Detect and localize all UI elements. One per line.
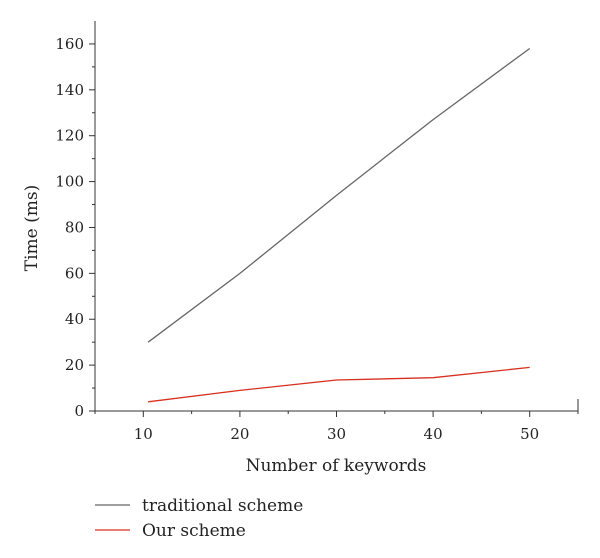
x-tick-label: 20 bbox=[230, 425, 249, 443]
y-tick-label: 140 bbox=[55, 81, 84, 99]
y-axis-ticks: 0 20 40 60 80 100 120 140 160 bbox=[55, 35, 95, 420]
y-axis-title: Time (ms) bbox=[22, 185, 42, 271]
y-tick-label: 20 bbox=[65, 356, 84, 374]
y-tick-label: 100 bbox=[55, 173, 84, 191]
x-tick-label: 40 bbox=[424, 425, 443, 443]
series-line-2 bbox=[148, 366, 530, 403]
y-tick-label: 80 bbox=[65, 218, 84, 236]
legend-label: traditional scheme bbox=[142, 496, 303, 516]
x-tick-label: 50 bbox=[520, 425, 539, 443]
legend: traditional scheme Our scheme bbox=[95, 496, 303, 541]
x-axis-title: Number of keywords bbox=[246, 456, 427, 476]
plot-frame bbox=[94, 21, 579, 412]
y-tick-label: 40 bbox=[65, 310, 84, 328]
series-layer bbox=[147, 47, 531, 403]
y-tick-label: 60 bbox=[65, 264, 84, 282]
series-line-1 bbox=[147, 47, 531, 343]
y-tick-label: 120 bbox=[55, 127, 84, 145]
x-axis-ticks: 10 20 30 40 50 bbox=[94, 411, 579, 443]
x-tick-label: 10 bbox=[134, 425, 153, 443]
y-tick-label: 0 bbox=[74, 402, 84, 420]
x-tick-label: 30 bbox=[327, 425, 346, 443]
legend-label: Our scheme bbox=[142, 521, 246, 541]
y-tick-label: 160 bbox=[55, 35, 84, 53]
